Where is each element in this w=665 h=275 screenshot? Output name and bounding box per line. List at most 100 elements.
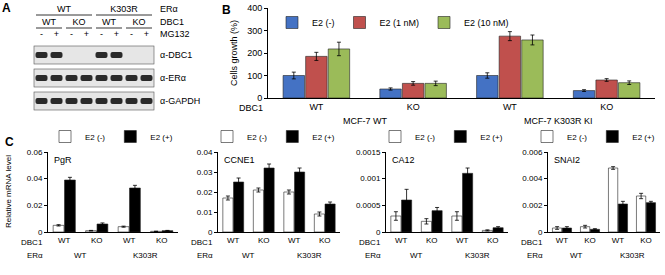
svg-text:0.04: 0.04 — [197, 148, 213, 157]
svg-text:+: + — [54, 29, 59, 39]
svg-text:300: 300 — [247, 26, 262, 36]
svg-text:DBC1: DBC1 — [21, 238, 43, 247]
svg-text:KO: KO — [258, 236, 270, 245]
svg-text:WT: WT — [123, 236, 136, 245]
svg-text:E2 (-): E2 (-) — [247, 133, 267, 142]
svg-text:E2 (10 nM): E2 (10 nM) — [464, 18, 509, 28]
svg-text:KO: KO — [640, 236, 652, 245]
svg-text:ERα: ERα — [527, 251, 543, 260]
svg-text:CCNE1: CCNE1 — [224, 155, 255, 165]
svg-text:KO: KO — [156, 236, 168, 245]
svg-text:KO: KO — [132, 17, 145, 27]
svg-text:0.01: 0.01 — [197, 208, 213, 217]
svg-text:KO: KO — [407, 102, 420, 112]
svg-text:E2 (1 nM): E2 (1 nM) — [380, 18, 420, 28]
svg-text:Relative mRNA level: Relative mRNA level — [4, 155, 13, 228]
svg-text:PgR: PgR — [54, 155, 72, 165]
svg-text:0: 0 — [376, 228, 381, 237]
svg-text:0.004: 0.004 — [522, 174, 543, 183]
svg-text:WT: WT — [74, 251, 87, 260]
svg-text:WT: WT — [309, 102, 323, 112]
svg-text:WT: WT — [42, 17, 56, 27]
svg-text:E2 (-): E2 (-) — [85, 133, 105, 142]
svg-text:0.02: 0.02 — [197, 188, 213, 197]
svg-text:0.002: 0.002 — [522, 201, 543, 210]
svg-text:WT: WT — [456, 236, 469, 245]
svg-text:B: B — [222, 3, 231, 17]
svg-text:+: + — [144, 29, 149, 39]
svg-text:E2 (+): E2 (+) — [480, 133, 502, 142]
svg-text:WT: WT — [227, 236, 240, 245]
svg-text:K303R: K303R — [465, 251, 490, 260]
svg-text:0.001: 0.001 — [360, 174, 381, 183]
svg-text:ERα: ERα — [160, 4, 178, 14]
svg-text:-: - — [40, 29, 43, 39]
svg-text:A: A — [2, 1, 11, 15]
svg-text:DBC1: DBC1 — [191, 238, 213, 247]
svg-text:WT: WT — [410, 251, 423, 260]
svg-text:E2 (+): E2 (+) — [312, 133, 334, 142]
svg-text:CA12: CA12 — [392, 155, 415, 165]
svg-text:0: 0 — [208, 228, 213, 237]
svg-text:WT: WT — [612, 236, 625, 245]
svg-text:MG132: MG132 — [160, 29, 190, 39]
svg-text:0.006: 0.006 — [522, 148, 543, 157]
svg-text:KO: KO — [426, 236, 438, 245]
svg-text:WT: WT — [58, 236, 71, 245]
svg-text:α-ERα: α-ERα — [160, 73, 186, 83]
svg-text:WT: WT — [556, 236, 569, 245]
svg-text:0: 0 — [538, 228, 543, 237]
svg-text:E2 (-): E2 (-) — [312, 18, 335, 28]
svg-text:WT: WT — [288, 236, 301, 245]
svg-text:WT: WT — [57, 4, 71, 14]
svg-text:0.06: 0.06 — [27, 148, 43, 157]
svg-text:E2 (-): E2 (-) — [415, 133, 435, 142]
svg-text:α-DBC1: α-DBC1 — [160, 50, 192, 60]
svg-text:K303R: K303R — [620, 251, 645, 260]
svg-text:Cells growth (%): Cells growth (%) — [229, 20, 239, 86]
svg-text:DBC1: DBC1 — [239, 103, 263, 113]
svg-text:0.0005: 0.0005 — [356, 201, 381, 210]
svg-text:-: - — [70, 29, 73, 39]
svg-text:KO: KO — [600, 102, 613, 112]
svg-text:α-GAPDH: α-GAPDH — [160, 96, 200, 106]
svg-text:ERα: ERα — [197, 251, 213, 260]
svg-text:400: 400 — [247, 3, 262, 13]
svg-text:ERα: ERα — [365, 251, 381, 260]
svg-text:-: - — [130, 29, 133, 39]
svg-text:KO: KO — [319, 236, 331, 245]
svg-text:DBC1: DBC1 — [359, 238, 381, 247]
svg-text:KO: KO — [584, 236, 596, 245]
svg-text:+: + — [84, 29, 89, 39]
svg-text:WT: WT — [102, 17, 116, 27]
svg-text:C: C — [5, 135, 14, 149]
svg-text:0.04: 0.04 — [27, 174, 43, 183]
svg-text:K303R: K303R — [297, 251, 322, 260]
svg-text:KO: KO — [91, 236, 103, 245]
svg-text:E2 (-): E2 (-) — [567, 133, 587, 142]
svg-text:0.03: 0.03 — [197, 168, 213, 177]
svg-text:0: 0 — [257, 93, 262, 103]
svg-text:E2 (+): E2 (+) — [632, 133, 654, 142]
svg-text:MCF-7 K303R KI: MCF-7 K303R KI — [524, 116, 593, 126]
svg-text:0.0015: 0.0015 — [356, 148, 381, 157]
svg-text:WT: WT — [395, 236, 408, 245]
svg-text:DBC1: DBC1 — [521, 238, 543, 247]
svg-text:WT: WT — [503, 102, 517, 112]
svg-text:KO: KO — [487, 236, 499, 245]
svg-text:DBC1: DBC1 — [160, 17, 184, 27]
svg-text:0: 0 — [38, 228, 43, 237]
svg-text:K303R: K303R — [110, 4, 138, 14]
svg-text:+: + — [114, 29, 119, 39]
svg-text:200: 200 — [247, 48, 262, 58]
svg-text:E2 (+): E2 (+) — [150, 133, 172, 142]
svg-text:WT: WT — [570, 251, 583, 260]
svg-text:0.02: 0.02 — [27, 201, 43, 210]
svg-text:KO: KO — [72, 17, 85, 27]
svg-text:MCF-7 WT: MCF-7 WT — [343, 116, 387, 126]
svg-text:SNAI2: SNAI2 — [554, 155, 580, 165]
svg-text:ERα: ERα — [27, 251, 43, 260]
svg-text:WT: WT — [242, 251, 255, 260]
svg-text:-: - — [100, 29, 103, 39]
svg-text:100: 100 — [247, 71, 262, 81]
